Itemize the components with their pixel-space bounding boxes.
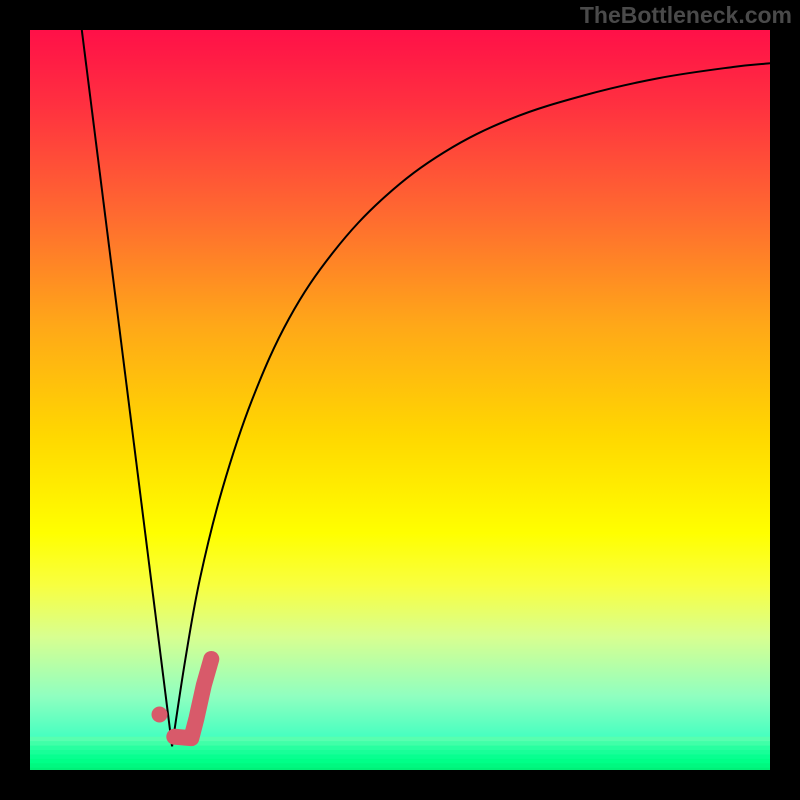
watermark-text: TheBottleneck.com: [580, 2, 792, 29]
plot-svg: [30, 30, 770, 770]
green-band: [30, 750, 770, 755]
green-band: [30, 746, 770, 751]
green-band: [30, 737, 770, 742]
plot-area: [30, 30, 770, 770]
green-band: [30, 759, 770, 764]
marker-dot: [152, 707, 168, 723]
green-band: [30, 763, 770, 768]
chart-container: TheBottleneck.com: [0, 0, 800, 800]
gradient-background: [30, 30, 770, 770]
green-band: [30, 741, 770, 746]
green-band: [30, 768, 770, 770]
green-band: [30, 754, 770, 759]
